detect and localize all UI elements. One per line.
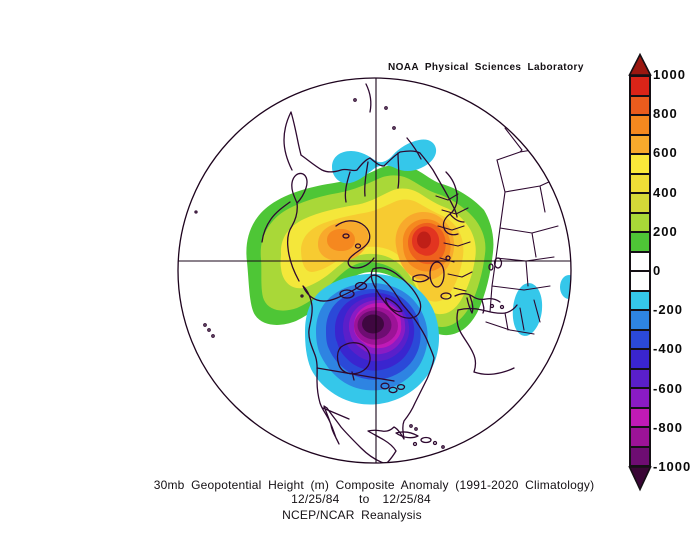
- caption-date-range: 12/25/84 to 12/25/84: [291, 492, 431, 506]
- colorbar-tick-label: -800: [653, 419, 684, 435]
- negative-patch-siberia: [332, 139, 437, 184]
- colorbar-segment: [631, 114, 649, 134]
- island-hawaii: [203, 323, 207, 327]
- coast-great-lake-1: [380, 382, 390, 390]
- negative-patch-east-edge: [560, 275, 571, 299]
- coast-africa-west: [456, 309, 515, 376]
- country-borders: [435, 127, 563, 335]
- colorbar-tick-label: -400: [653, 341, 684, 357]
- coast-ireland: [488, 263, 494, 271]
- contour-core-dark: [362, 314, 384, 334]
- colorbar-tick-label: 600: [653, 145, 678, 161]
- coast-greenland: [370, 267, 422, 319]
- colorbar-tick-label: -200: [653, 302, 684, 318]
- colorbar-segment: [631, 270, 649, 290]
- colorbar-segment: [631, 445, 649, 465]
- island-hawaii: [207, 328, 211, 332]
- island-dot: [392, 126, 396, 130]
- colorbar-segment: [631, 231, 649, 251]
- colorbar-tick-label: 1000: [653, 67, 686, 82]
- coast-island-dot: [414, 427, 418, 431]
- negative-anomaly-contours: [305, 273, 440, 405]
- colorbar-arrow-bottom: [628, 466, 652, 492]
- colorbar-segment: [631, 211, 649, 231]
- colorbar-segment: [631, 250, 649, 270]
- colorbar-segment: [631, 328, 649, 348]
- coast-mediterranean-north: [454, 293, 501, 314]
- border-us-mexico: [322, 407, 350, 420]
- colorbar-segment: [631, 153, 649, 173]
- coast-novaya-zemlya: [406, 137, 422, 160]
- colorbar-segment: [631, 309, 649, 329]
- lake: [354, 243, 362, 249]
- coast-island-dot: [432, 440, 438, 446]
- island-hawaii: [211, 334, 215, 338]
- coast-iceland: [440, 292, 452, 300]
- colorbar-segment: [631, 172, 649, 192]
- island-dot: [194, 210, 198, 214]
- coast-taymyr: [335, 220, 375, 269]
- sea-black: [412, 274, 430, 283]
- coast-cuba: [395, 431, 419, 439]
- colorbar-segment: [631, 133, 649, 153]
- coast-hispaniola: [420, 436, 432, 444]
- river-yenisei: [364, 161, 369, 197]
- colorbar-segment: [631, 289, 649, 309]
- coast-scandinavia: [442, 171, 465, 236]
- coast-island-dot: [409, 424, 413, 428]
- colorbar-arrow-top: [628, 52, 652, 76]
- border-us-canada: [316, 367, 395, 382]
- coast-island-dot: [412, 441, 418, 447]
- coast-victoria-island: [339, 289, 355, 299]
- colorbar-tick-label: -1000: [653, 459, 692, 474]
- coast-great-lake-3: [396, 383, 406, 391]
- colorbar-tick-label: 400: [653, 184, 678, 200]
- lake: [342, 233, 350, 239]
- coast-chukotka-kamchatka: [261, 172, 308, 282]
- colorbar-segment: [631, 77, 649, 95]
- colorbar-tick-label: -600: [653, 380, 684, 396]
- colorbar-segment: [631, 426, 649, 446]
- contour-p600-west: [327, 229, 355, 251]
- colorbar-segment: [631, 367, 649, 387]
- coast-island-dot: [441, 445, 445, 449]
- credit-line: NOAA Physical Sciences Laboratory: [388, 62, 584, 73]
- river-ob: [344, 171, 351, 203]
- coast-chukotka-north: [283, 111, 302, 171]
- colorbar-segment: [631, 406, 649, 426]
- caption-source: NCEP/NCAR Reanalysis: [282, 508, 422, 522]
- coast-mediterranean-south: [457, 304, 518, 314]
- island-cyprus: [499, 304, 505, 310]
- caption-title: 30mb Geopotential Height (m) Composite A…: [153, 478, 595, 492]
- island-dot: [353, 98, 357, 102]
- coast-arctic-island: [365, 83, 372, 113]
- coast-siberia-arctic: [300, 150, 458, 218]
- colorbar-segment: [631, 387, 649, 407]
- river-lena: [397, 152, 400, 189]
- coast-baffin-island: [384, 297, 403, 313]
- colorbar-tick-label: 800: [653, 106, 678, 122]
- colorbar-segment: [631, 192, 649, 212]
- island-dot: [384, 106, 388, 110]
- colorbar-segment: [631, 94, 649, 114]
- coast-banks-island: [354, 281, 368, 291]
- sea-caspian: [429, 261, 445, 288]
- negative-patch-africa: [512, 283, 543, 336]
- contour-p900-core: [417, 231, 431, 249]
- colorbar-segment: [631, 348, 649, 368]
- colorbar: [629, 75, 651, 467]
- graticule-lines: [178, 78, 571, 463]
- coast-great-lake-2: [388, 386, 398, 394]
- coast-north-america: [302, 274, 435, 463]
- colorbar-tick-label: 0: [653, 263, 662, 278]
- colorbar-tick-label: 200: [653, 223, 678, 239]
- map-boundary-circle: [177, 77, 572, 464]
- island-dot: [300, 294, 304, 298]
